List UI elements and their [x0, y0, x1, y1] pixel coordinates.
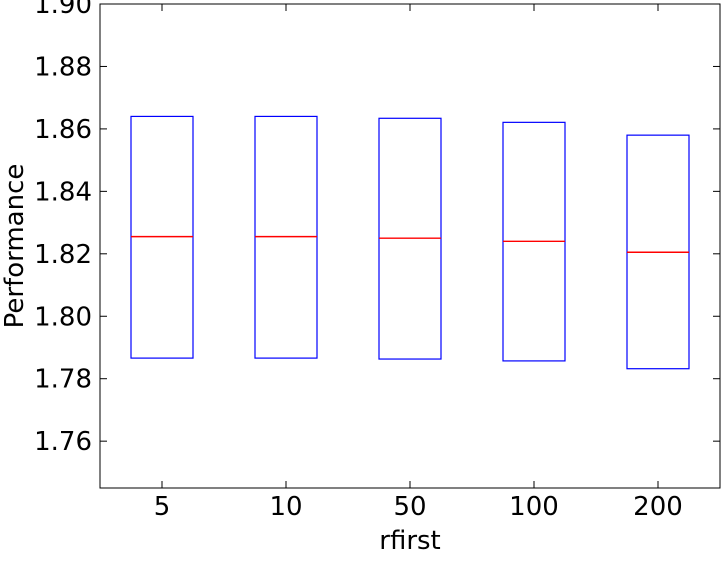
y-tick-label: 1.90: [34, 0, 92, 20]
y-tick-label: 1.76: [34, 427, 92, 457]
x-tick-label: 10: [269, 492, 302, 522]
y-axis: 1.76 1.78 1.80 1.82 1.84 1.86 1.88 1.90: [34, 0, 720, 457]
y-tick-label: 1.82: [34, 240, 92, 270]
y-tick-label: 1.80: [34, 302, 92, 332]
x-tick-label: 5: [154, 492, 171, 522]
y-tick-label: 1.78: [34, 365, 92, 395]
x-axis-label: rfirst: [379, 526, 441, 556]
y-tick-label: 1.86: [34, 115, 92, 145]
x-axis: 5 10 50 100 200: [154, 4, 683, 522]
x-tick-label: 200: [633, 492, 683, 522]
boxes: [130, 115, 690, 370]
y-tick-label: 1.84: [34, 177, 92, 207]
x-tick-label: 50: [393, 492, 426, 522]
plot-frame: [99, 3, 721, 489]
y-axis-label: Performance: [0, 164, 30, 329]
x-tick-label: 100: [509, 492, 559, 522]
y-tick-label: 1.88: [34, 52, 92, 82]
